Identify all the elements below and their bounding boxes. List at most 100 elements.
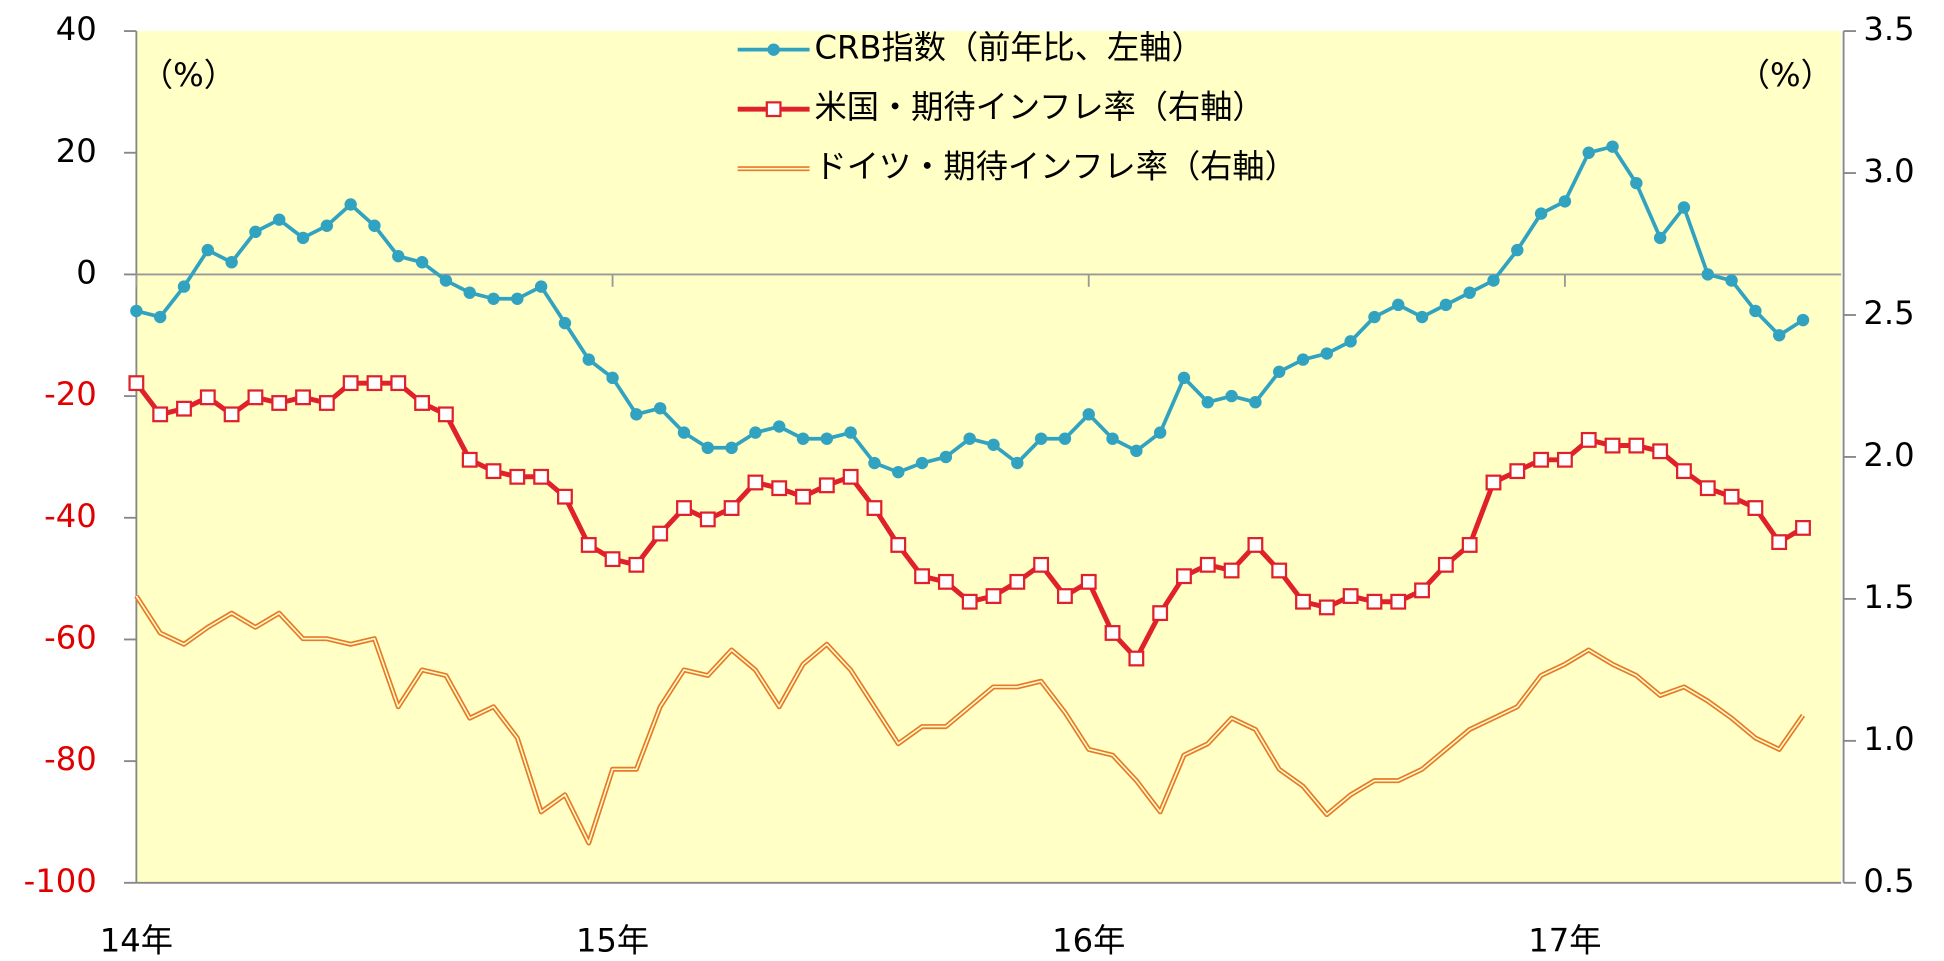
point: [1247, 537, 1264, 553]
point: [628, 556, 645, 573]
left-unit: （%）: [141, 56, 236, 94]
point: [818, 477, 835, 494]
point: [580, 537, 597, 553]
point: [199, 389, 216, 406]
point: [604, 551, 621, 568]
point: [1723, 488, 1740, 505]
point: [130, 304, 143, 318]
point: [1796, 313, 1810, 327]
point: [247, 389, 264, 406]
legend-label: 米国・期待インフレ率（右軸）: [815, 88, 1265, 126]
x-tick-label: 16年: [1052, 921, 1125, 959]
x-tick-label: 14年: [100, 921, 173, 959]
point: [1795, 519, 1811, 536]
point: [1677, 201, 1691, 214]
point: [1534, 207, 1548, 220]
point: [820, 432, 834, 445]
legend-label: ドイツ・期待インフレ率（右軸）: [815, 148, 1297, 186]
point: [1439, 298, 1453, 312]
point: [1368, 310, 1381, 324]
point: [273, 213, 286, 226]
point: [985, 588, 1002, 604]
point: [1414, 582, 1430, 599]
point: [320, 219, 334, 232]
point: [699, 511, 716, 528]
y2-tick-label: 3.5: [1863, 10, 1914, 48]
point: [749, 426, 762, 439]
point: [1392, 298, 1405, 312]
point: [366, 375, 383, 392]
point: [223, 406, 240, 423]
point: [1344, 335, 1357, 348]
y2-tick-label: 2.0: [1863, 436, 1914, 474]
point: [1106, 432, 1119, 445]
point: [414, 395, 431, 411]
point: [892, 465, 905, 479]
y-tick-label: -80: [44, 740, 97, 778]
y-tick-label: -100: [24, 862, 97, 900]
point: [558, 316, 572, 330]
point: [842, 468, 859, 485]
point: [606, 371, 619, 385]
point: [795, 488, 811, 505]
point: [176, 400, 192, 417]
y2-tick-label: 2.5: [1863, 294, 1914, 332]
point: [1033, 556, 1050, 573]
point: [1461, 537, 1478, 553]
point: [915, 456, 929, 470]
point: [961, 593, 978, 610]
point: [1080, 573, 1097, 590]
point: [701, 441, 714, 455]
point: [937, 573, 954, 590]
point: [1772, 329, 1786, 342]
point: [463, 286, 476, 299]
point: [1296, 353, 1310, 366]
point: [1225, 389, 1238, 403]
point: [1533, 451, 1550, 468]
point: [225, 256, 238, 269]
point: [344, 198, 357, 211]
point: [866, 500, 883, 516]
point: [653, 402, 667, 415]
point: [1604, 437, 1621, 454]
x-tick-label: 15年: [576, 921, 649, 959]
point: [914, 568, 931, 585]
point: [342, 375, 359, 392]
point: [1511, 243, 1524, 257]
point: [630, 408, 643, 421]
point: [511, 292, 524, 305]
point: [1463, 286, 1476, 299]
point: [1701, 268, 1714, 281]
point: [1509, 463, 1526, 480]
point: [1606, 140, 1619, 153]
point: [1771, 534, 1788, 551]
series-line-inner: [135, 595, 1804, 844]
point: [1128, 650, 1145, 667]
point: [1318, 599, 1335, 616]
point: [1630, 176, 1643, 190]
point: [1176, 568, 1192, 585]
x-tick-label: 17年: [1528, 921, 1601, 959]
point: [1009, 573, 1026, 590]
point: [725, 441, 738, 455]
point: [582, 353, 595, 366]
point: [1485, 474, 1502, 491]
point: [1725, 274, 1738, 287]
point: [1152, 605, 1169, 622]
point: [368, 219, 381, 232]
point: [723, 500, 740, 516]
point: [1295, 593, 1311, 610]
y2-tick-label: 1.0: [1863, 720, 1914, 758]
point: [1582, 146, 1595, 159]
point: [1580, 431, 1597, 448]
point: [1056, 588, 1073, 604]
point: [676, 500, 692, 516]
point: [1177, 371, 1191, 385]
point: [1058, 432, 1072, 445]
point: [1153, 426, 1167, 439]
point: [1558, 195, 1572, 208]
point: [534, 280, 548, 293]
right-unit: （%）: [1738, 56, 1833, 94]
y2-tick-label: 3.0: [1863, 152, 1914, 190]
point: [771, 480, 788, 497]
